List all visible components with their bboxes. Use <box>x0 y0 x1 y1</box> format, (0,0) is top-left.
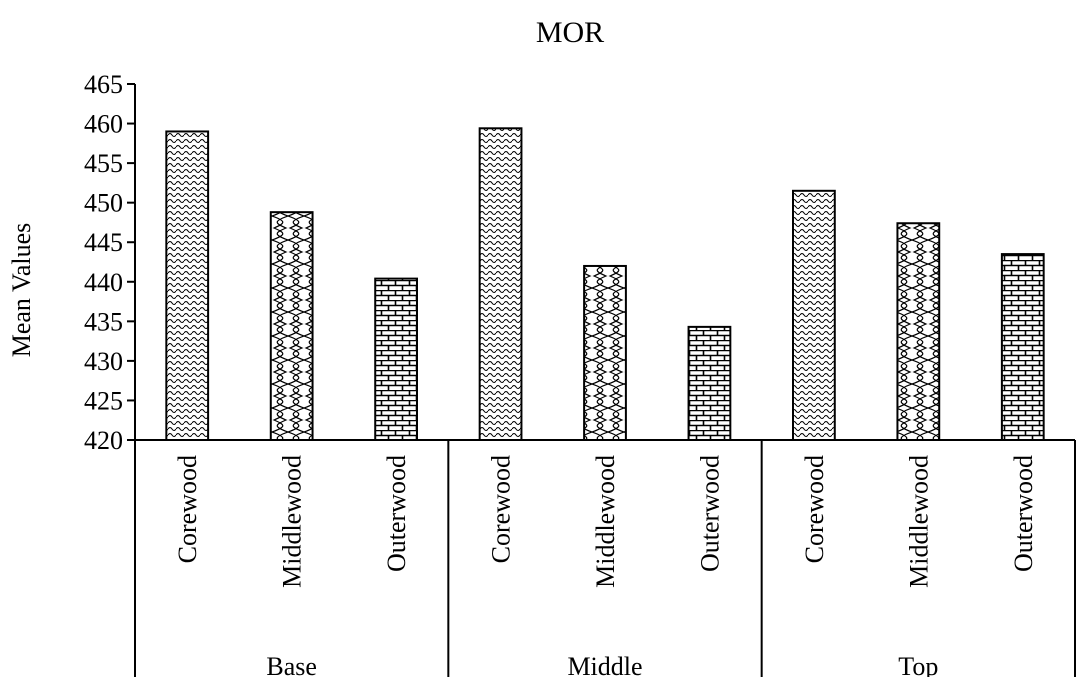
category-label-middle-corewood: Corewood <box>487 455 516 563</box>
y-tick-label-5: 445 <box>84 228 123 257</box>
group-label-middle: Middle <box>567 652 642 677</box>
y-tick-label-8: 460 <box>84 110 123 139</box>
category-label-top-outerwood: Outerwood <box>1009 455 1038 572</box>
y-tick-label-4: 440 <box>84 268 123 297</box>
y-tick-label-6: 450 <box>84 189 123 218</box>
y-tick-label-7: 455 <box>84 149 123 178</box>
category-label-base-middlewood: Middlewood <box>278 455 307 588</box>
bar-middle-outerwood <box>687 325 732 442</box>
y-tick-label-3: 435 <box>84 307 123 336</box>
group-label-top: Top <box>898 652 938 677</box>
bar-base-corewood <box>165 130 210 441</box>
category-label-middle-outerwood: Outerwood <box>695 455 724 572</box>
y-tick-label-1: 425 <box>84 386 123 415</box>
y-tick-label-2: 430 <box>84 347 123 376</box>
bar-middle-corewood <box>478 127 523 441</box>
category-label-base-outerwood: Outerwood <box>382 455 411 572</box>
y-axis-ticks: 420 425 430 435 440 445 450 455 460 465 <box>84 70 135 455</box>
chart-title: MOR <box>536 16 604 49</box>
category-label-top-middlewood: Middlewood <box>904 455 933 588</box>
y-tick-label-9: 465 <box>84 70 123 99</box>
category-label-top-corewood: Corewood <box>800 455 829 563</box>
group-label-base: Base <box>266 652 317 677</box>
bar-base-outerwood <box>374 277 419 442</box>
y-tick-label-0: 420 <box>84 426 123 455</box>
category-label-middle-middlewood: Middlewood <box>591 455 620 588</box>
bar-top-middlewood <box>896 222 941 441</box>
axes <box>127 84 1076 677</box>
bar-top-outerwood <box>1000 253 1045 441</box>
bars <box>165 127 1045 442</box>
y-axis-label: Mean Values <box>7 223 36 358</box>
bar-middle-middlewood <box>583 264 627 442</box>
category-label-base-corewood: Corewood <box>173 455 202 563</box>
bar-top-corewood <box>792 189 836 441</box>
x-axis-labels: Corewood Middlewood Outerwood Base Corewood M… <box>173 455 1038 677</box>
bar-base-middlewood <box>269 211 314 441</box>
